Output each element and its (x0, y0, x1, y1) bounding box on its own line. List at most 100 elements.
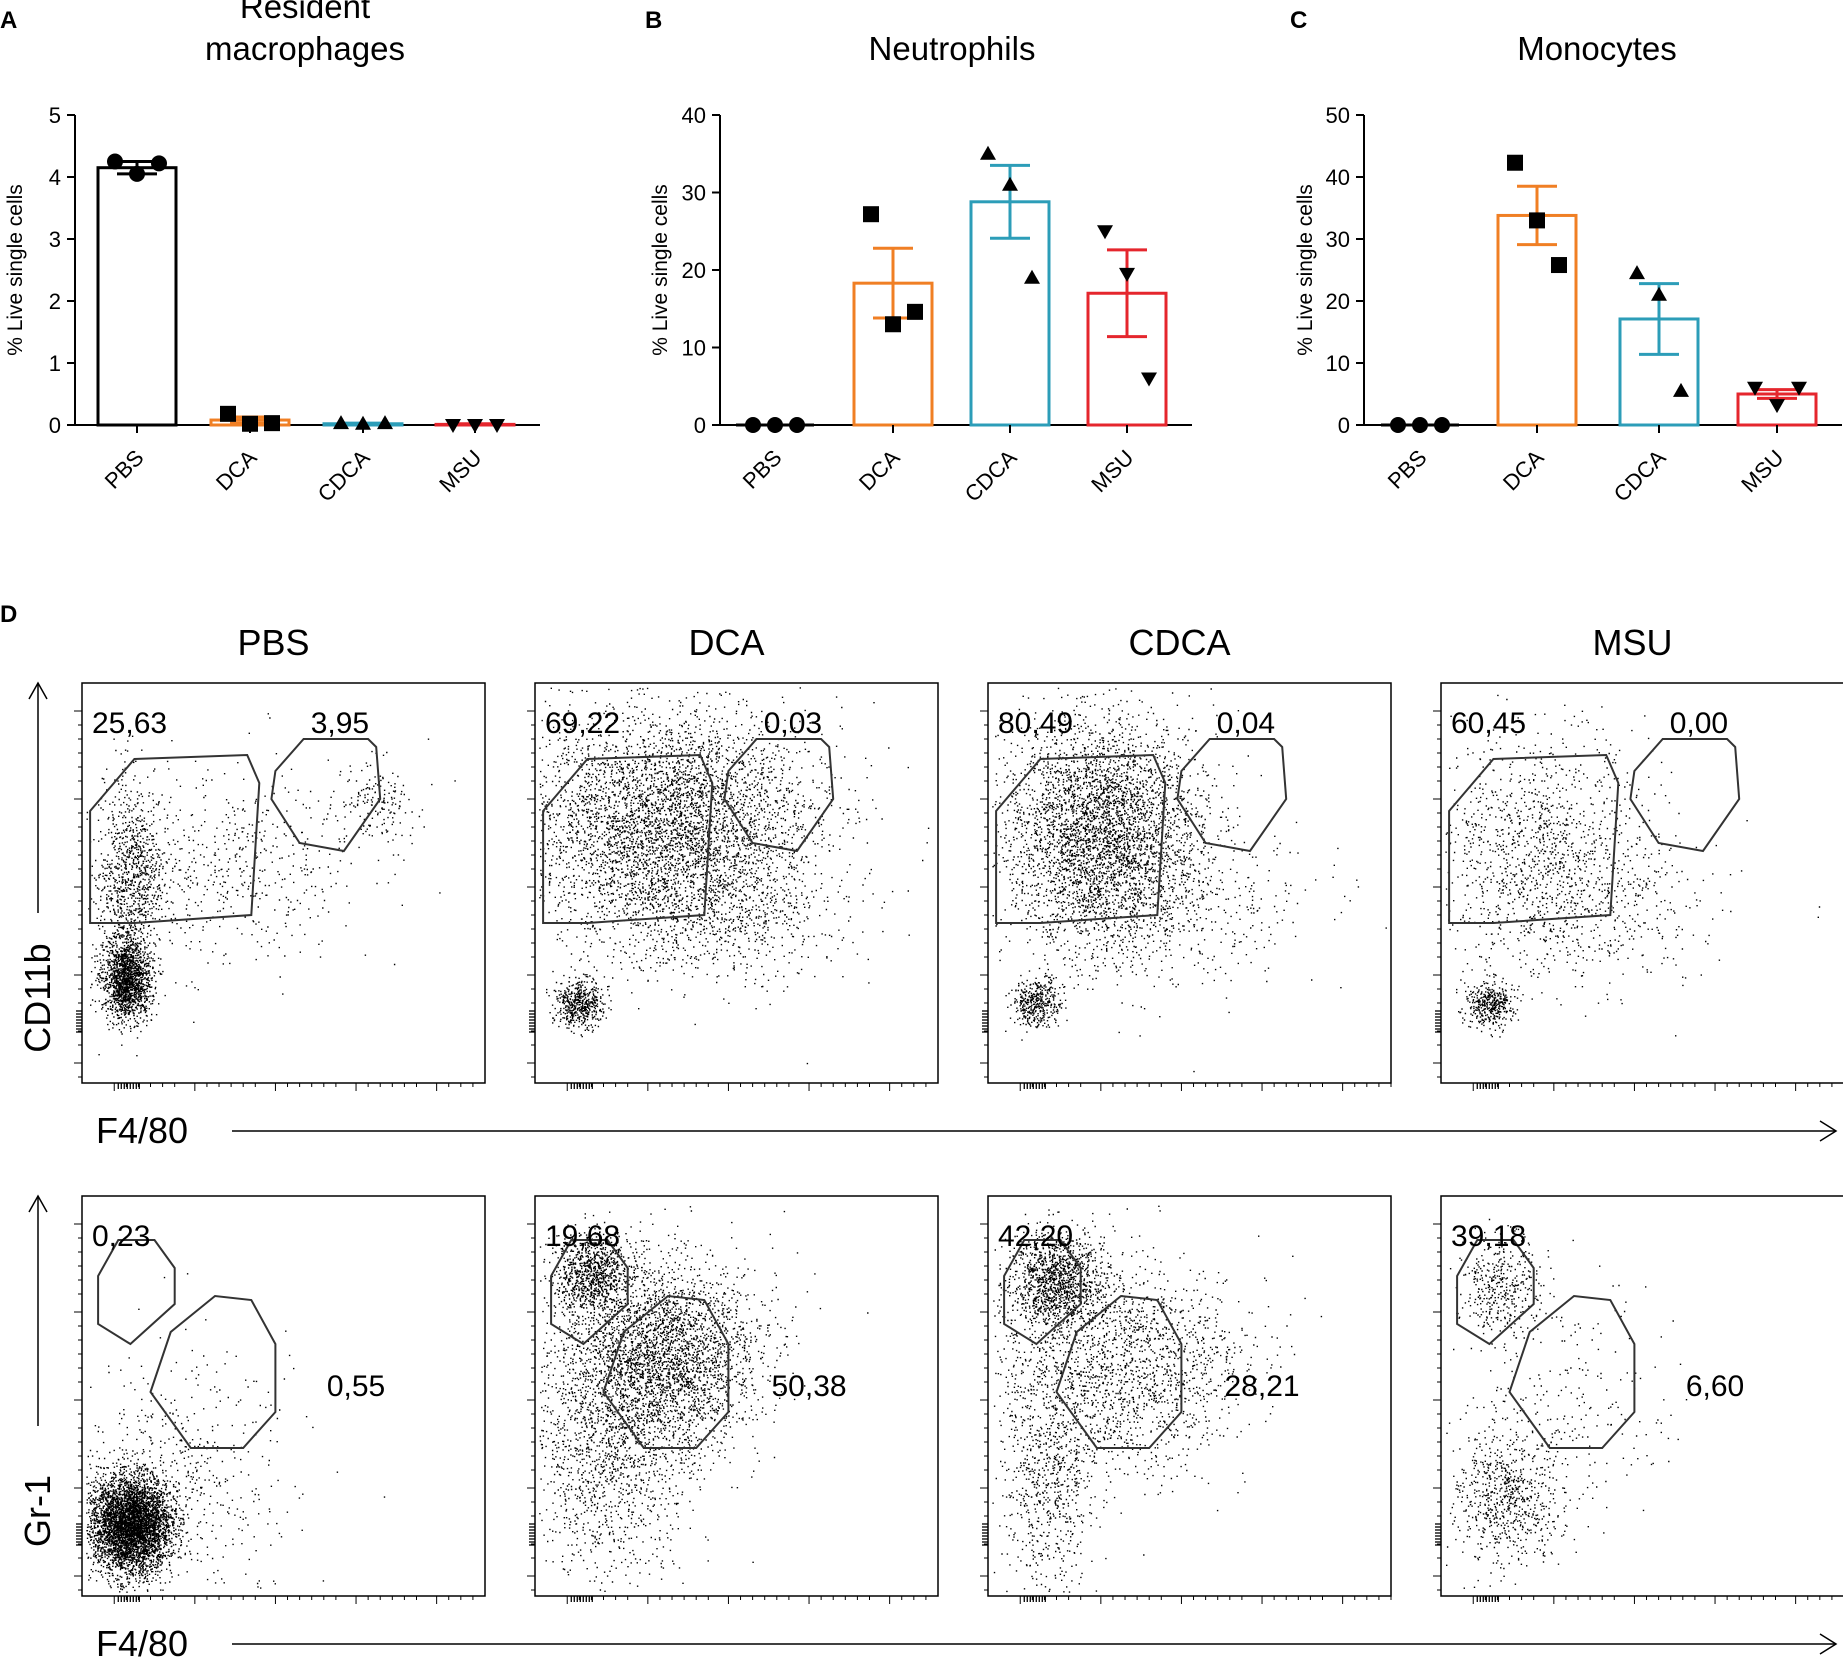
gate-left (995, 753, 1167, 924)
y-tick-label: 10 (1326, 351, 1350, 376)
gate-value-right: 3,95 (311, 707, 369, 740)
flow-plot-0-pbs: 25,63 3,95 (74, 682, 486, 1091)
gate-left (542, 753, 714, 924)
chart-title: macrophages (205, 30, 405, 67)
y-tick-label: 20 (1326, 289, 1350, 314)
y-tick-label: 5 (49, 103, 61, 128)
data-point-msu (445, 419, 461, 433)
data-point-msu (1141, 372, 1157, 387)
flow-cytometry-panel: D PBS DCA CDCA MSU 25,63 3,95 69,22 0,03 80,49 0,… (0, 601, 1843, 1662)
gate-value-left: 80,49 (998, 707, 1073, 740)
data-point-dca (863, 206, 879, 223)
y-tick-label: 3 (49, 227, 61, 252)
condition-heading-msu: MSU (1593, 622, 1673, 663)
y-tick-label: 30 (1326, 227, 1350, 252)
data-point-dca (220, 405, 236, 422)
data-point-pbs (107, 153, 123, 170)
condition-heading-cdca: CDCA (1128, 622, 1230, 663)
data-point-dca (1551, 257, 1567, 274)
data-point-pbs (789, 417, 805, 433)
data-point-msu (1119, 267, 1135, 282)
gate-right (1629, 738, 1741, 853)
y-axis-label-cd11b: CD11b (17, 943, 58, 1052)
gate-value-left: 25,63 (92, 707, 167, 740)
y-tick-label: 30 (682, 181, 706, 206)
x-tick-label-pbs: PBS (738, 445, 787, 494)
gate-value-right: 6,60 (1686, 1370, 1744, 1403)
y-axis-arrowhead (28, 681, 48, 700)
data-point-msu (1769, 399, 1785, 414)
gate-right (602, 1294, 730, 1449)
y-tick-label: 20 (682, 258, 706, 283)
gate-value-left: 42,20 (998, 1220, 1073, 1253)
x-tick-label-cdca: CDCA (313, 445, 375, 507)
data-point-dca (1529, 212, 1545, 229)
panel-label-c: C (1290, 7, 1307, 34)
x-tick-label-pbs: PBS (100, 445, 149, 494)
x-tick-label-dca: DCA (1498, 445, 1549, 496)
gate-right (149, 1294, 277, 1449)
gate-value-left: 19,68 (545, 1220, 620, 1253)
gate-value-left: 39,18 (1451, 1220, 1526, 1253)
flow-plot-0-msu: 60,45 0,00 (1433, 682, 1843, 1091)
gate-value-right: 0,04 (1217, 707, 1275, 740)
gate-value-right: 28,21 (1225, 1370, 1300, 1403)
gate-left (1003, 1239, 1082, 1346)
data-point-msu (467, 419, 483, 433)
event-dots (539, 687, 930, 1065)
data-point-dca (907, 303, 923, 320)
data-point-pbs (1390, 417, 1406, 433)
condition-heading-dca: DCA (688, 622, 764, 663)
y-axis-label-gr-1: Gr-1 (17, 1475, 58, 1547)
data-point-pbs (1412, 417, 1428, 433)
data-point-cdca (377, 415, 393, 430)
data-point-msu (1791, 381, 1807, 396)
bar-dca (1496, 213, 1578, 427)
panel-label-d: D (0, 601, 17, 628)
x-axis-label-f4-80: F4/80 (96, 1110, 188, 1151)
data-point-msu (1097, 225, 1113, 240)
flow-plot-0-dca: 69,22 0,03 (527, 682, 939, 1091)
data-point-cdca (1629, 265, 1645, 280)
bar-chart-neutrophils: B Neutrophils 0 10 20 30 40 % Live single cell… (645, 7, 1192, 507)
data-point-msu (489, 419, 505, 433)
bar-chart-monocytes: C Monocytes 0 10 20 30 40 50 % Live single cell… (1290, 7, 1842, 507)
gate-right (1508, 1294, 1636, 1449)
event-dots (539, 1206, 869, 1592)
y-tick-label: 50 (1326, 103, 1350, 128)
y-axis-label: % Live single cells (649, 184, 672, 356)
data-point-msu (1747, 381, 1763, 396)
event-dots (992, 1205, 1323, 1593)
chart-title: Neutrophils (869, 30, 1036, 67)
plot-frame (81, 682, 486, 1084)
x-tick-label-dca: DCA (211, 445, 262, 496)
data-point-cdca (1002, 176, 1018, 191)
flow-plot-1-msu: 39,18 6,60 (1433, 1195, 1843, 1604)
x-tick-label-cdca: CDCA (960, 445, 1022, 507)
data-point-dca (885, 316, 901, 333)
plot-frame (1440, 682, 1843, 1084)
x-tick-label-msu: MSU (434, 445, 486, 497)
y-tick-label: 10 (682, 336, 706, 361)
x-axis-label-f4-80: F4/80 (96, 1623, 188, 1662)
gate-value-left: 69,22 (545, 707, 620, 740)
condition-heading-pbs: PBS (237, 622, 309, 663)
flow-plot-1-dca: 19,68 50,38 (527, 1195, 939, 1604)
gate-left (97, 1239, 176, 1346)
panel-label-b: B (645, 7, 662, 34)
y-tick-label: 0 (694, 413, 706, 438)
x-tick-label-pbs: PBS (1383, 445, 1432, 494)
data-point-dca (264, 415, 280, 432)
y-axis-arrowhead (28, 1194, 48, 1213)
event-dots (992, 687, 1387, 1073)
gate-value-right: 0,03 (764, 707, 822, 740)
data-point-pbs (767, 417, 783, 433)
y-tick-label: 2 (49, 289, 61, 314)
gate-right (723, 738, 835, 853)
data-point-cdca (355, 415, 371, 430)
plot-frame (987, 682, 1392, 1084)
data-point-cdca (333, 415, 349, 430)
data-point-dca (242, 415, 258, 432)
y-tick-label: 40 (682, 103, 706, 128)
flow-plot-1-pbs: 0,23 0,55 (74, 1195, 486, 1604)
